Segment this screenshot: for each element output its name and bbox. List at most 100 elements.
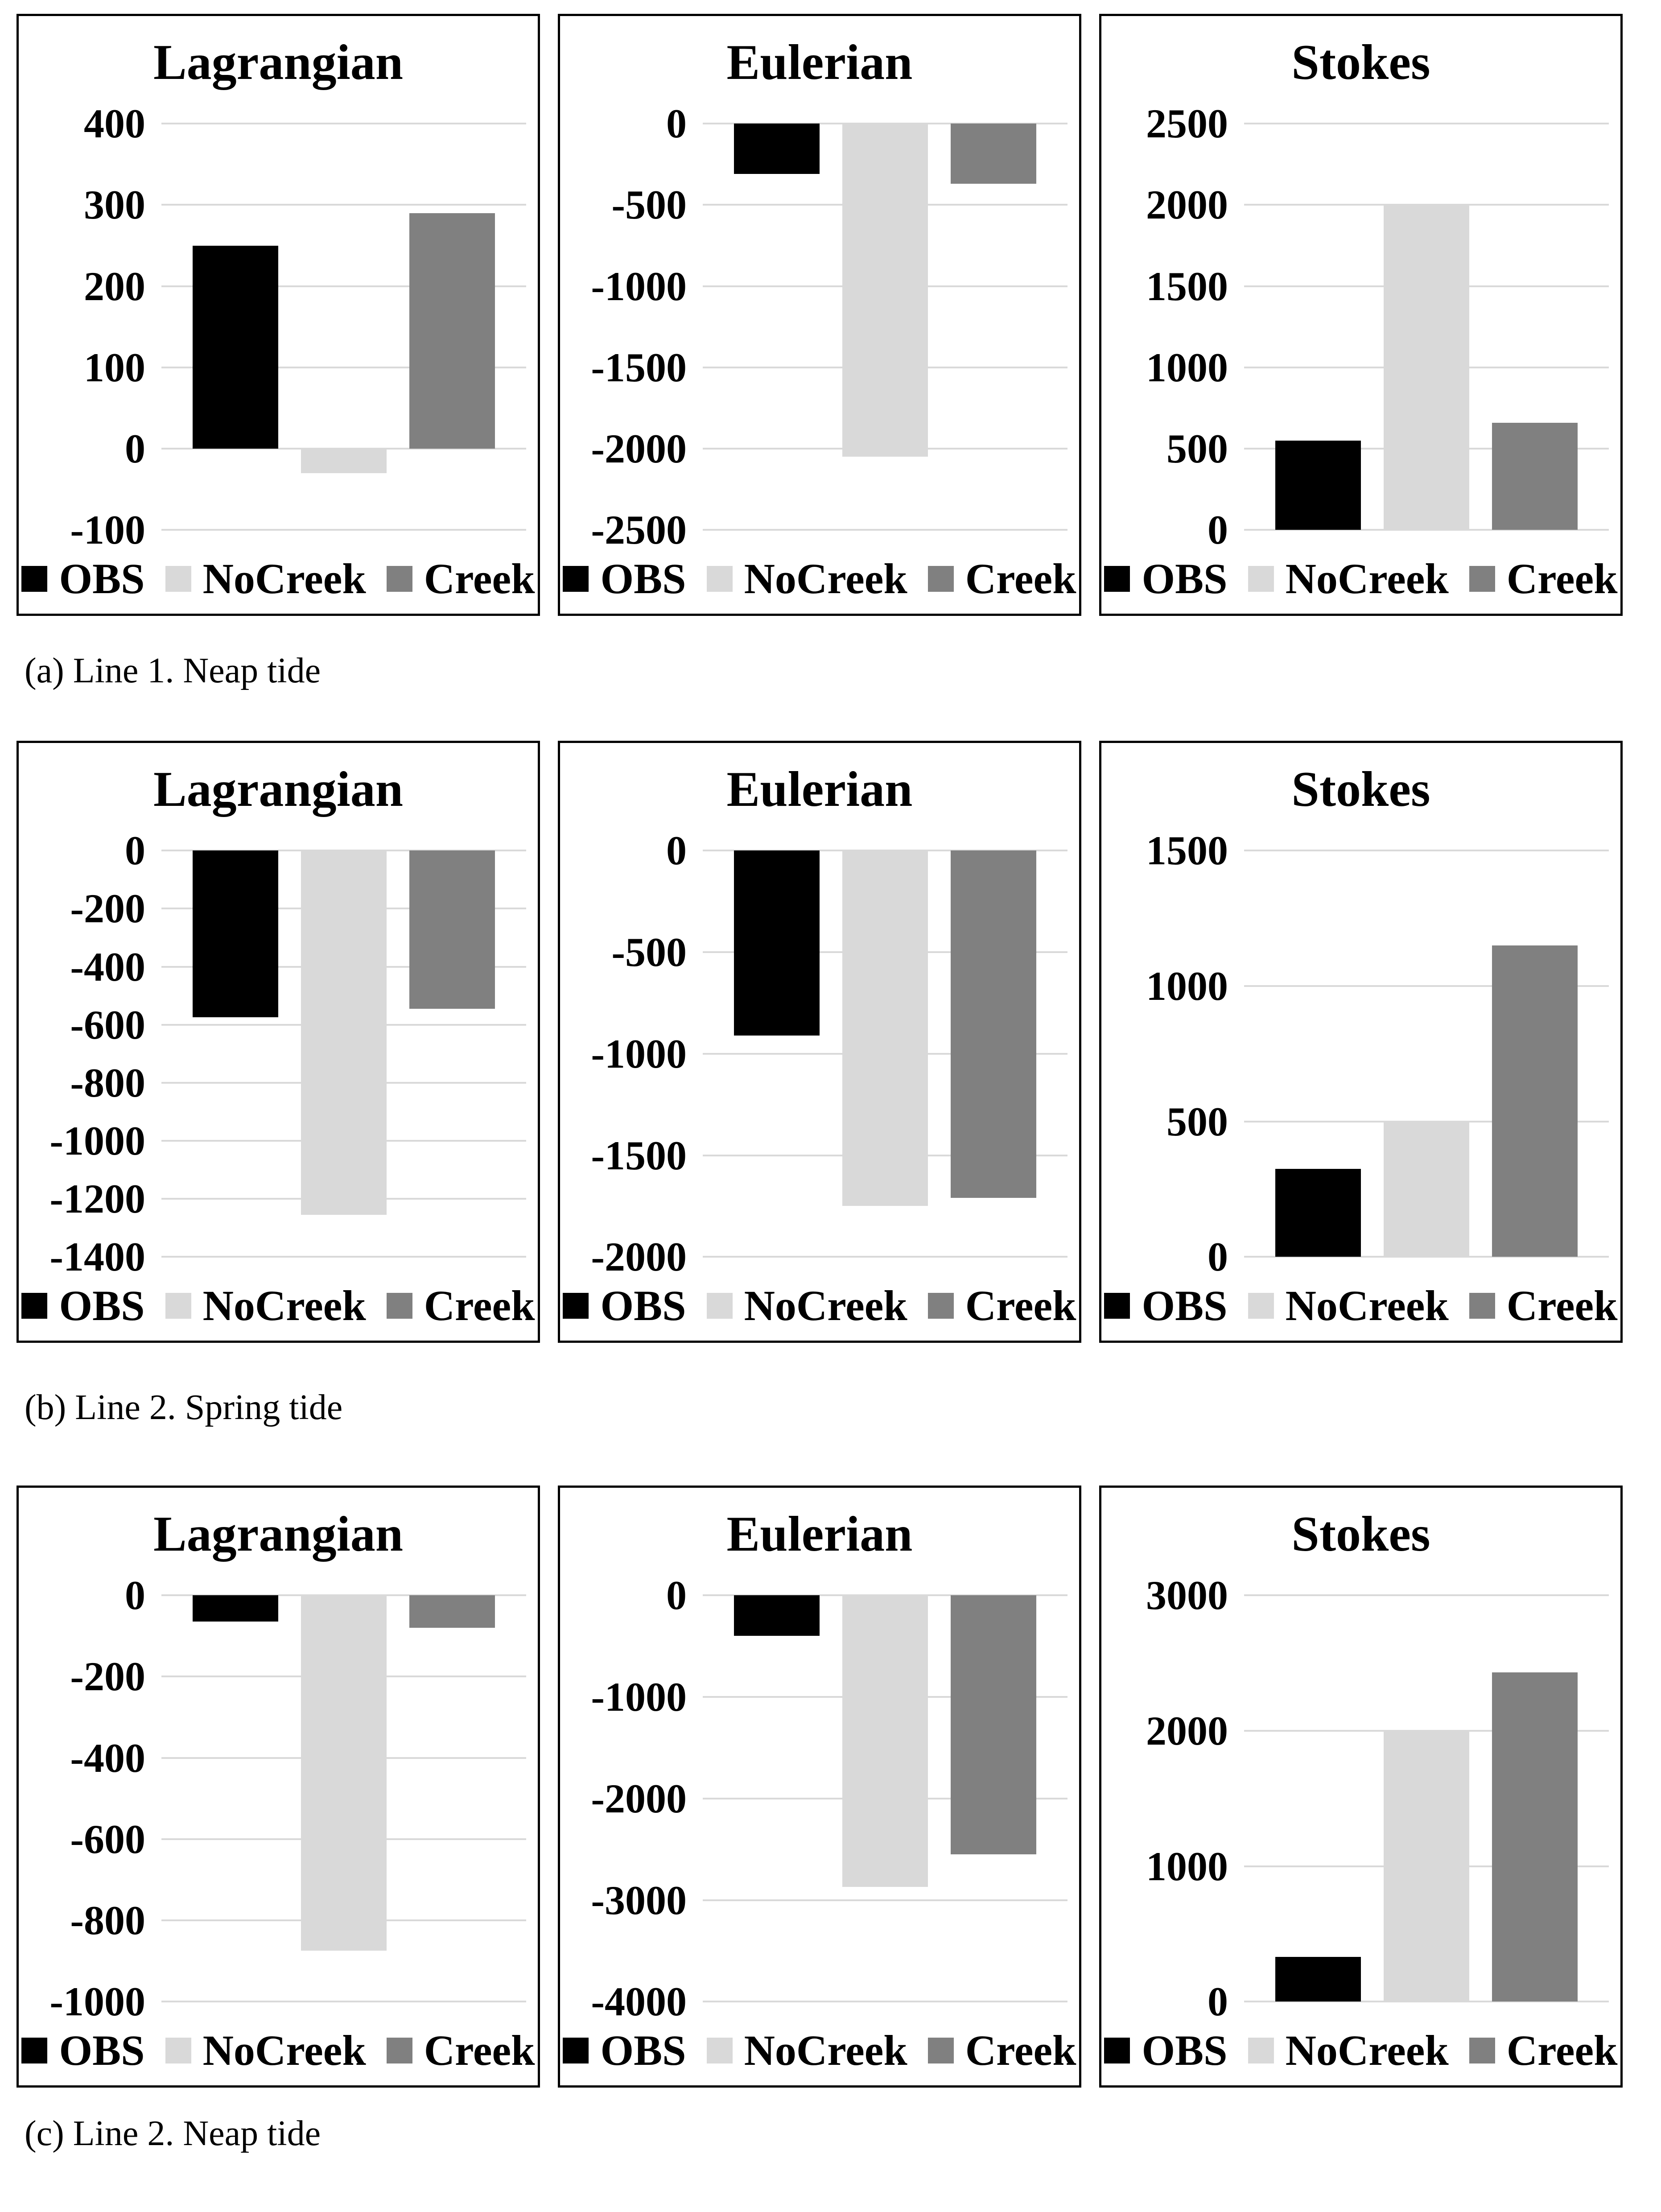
y-tick-label: -200 — [70, 886, 145, 932]
legend-item: Creek — [386, 1281, 535, 1330]
y-tick-label: -1400 — [49, 1234, 145, 1280]
bar-creek — [1492, 422, 1578, 530]
legend-swatch-nocreek — [165, 565, 191, 592]
legend-swatch-nocreek — [706, 565, 733, 592]
y-tick-label: 3000 — [1146, 1572, 1228, 1618]
bar-obs — [1275, 440, 1361, 530]
legend-item: NoCreek — [1248, 554, 1449, 603]
legend: OBS NoCreek Creek — [560, 554, 1079, 603]
y-tick-label: -2500 — [591, 507, 687, 553]
gridline — [161, 204, 526, 206]
legend-item: OBS — [1104, 554, 1228, 603]
y-tick-label: 0 — [666, 101, 687, 147]
legend: OBS NoCreek Creek — [560, 1281, 1079, 1330]
y-tick-label: -1200 — [49, 1176, 145, 1222]
legend-swatch-nocreek — [1248, 1292, 1274, 1319]
y-tick-label: 0 — [125, 426, 145, 472]
legend-swatch-creek — [1469, 1292, 1495, 1319]
gridline — [1244, 123, 1609, 125]
bar-creek — [409, 1595, 495, 1628]
y-tick-label: -600 — [70, 1816, 145, 1862]
legend-swatch-creek — [927, 1292, 954, 1319]
bar-nocreek — [842, 850, 928, 1206]
legend-swatch-obs — [563, 2037, 589, 2063]
y-tick-label: -1000 — [591, 263, 687, 309]
chart-title: Stokes — [1291, 1506, 1430, 1562]
legend-swatch-creek — [1469, 565, 1495, 592]
chart-a-stokes: Stokes 2500 2000 1500 1000 500 0 OBS NoCreek Cree… — [1099, 14, 1623, 616]
legend: OBS NoCreek Creek — [1101, 2026, 1620, 2075]
legend-label: Creek — [424, 555, 535, 603]
caption-text: (b) Line 2. Spring tide — [25, 1388, 343, 1427]
legend: OBS NoCreek Creek — [19, 554, 538, 603]
y-tick-label: 0 — [1208, 1979, 1228, 2025]
y-tick-label: 1500 — [1146, 828, 1228, 874]
y-tick-label: 1500 — [1146, 263, 1228, 309]
caption-text: (c) Line 2. Neap tide — [25, 2114, 321, 2153]
bar-creek — [409, 850, 495, 1009]
y-tick-label: 1000 — [1146, 344, 1228, 390]
caption-text: (a) Line 1. Neap tide — [25, 651, 321, 690]
legend-item: NoCreek — [165, 2026, 366, 2075]
legend-item: Creek — [927, 1281, 1076, 1330]
legend-swatch-nocreek — [1248, 2037, 1274, 2063]
bar-nocreek — [1383, 1730, 1470, 2002]
chart-title: Eulerian — [726, 762, 913, 817]
bar-creek — [409, 213, 495, 449]
bar-creek — [951, 1595, 1037, 1855]
legend-swatch-creek — [1469, 2037, 1495, 2063]
gridline — [161, 285, 526, 287]
legend-item: OBS — [21, 2026, 145, 2075]
legend-item: NoCreek — [165, 1281, 366, 1330]
chart-title: Eulerian — [726, 35, 913, 90]
y-tick-label: -1500 — [591, 344, 687, 390]
legend-item: OBS — [563, 554, 686, 603]
legend-item: Creek — [386, 2026, 535, 2075]
chart-title: Lagrangian — [153, 35, 404, 90]
legend: OBS NoCreek Creek — [560, 2026, 1079, 2075]
gridline — [1244, 1256, 1609, 1258]
legend-item: OBS — [1104, 2026, 1228, 2075]
legend-swatch-obs — [1104, 565, 1130, 592]
legend-swatch-nocreek — [165, 2037, 191, 2063]
figure-caption-b: (b) Line 2. Spring tide — [0, 1343, 1661, 1486]
y-tick-label: 0 — [125, 828, 145, 874]
legend-label: NoCreek — [202, 555, 366, 603]
y-tick-label: -1000 — [49, 1118, 145, 1164]
y-tick-label: -800 — [70, 1060, 145, 1106]
y-tick-label: -2000 — [591, 1234, 687, 1280]
gridline — [1244, 529, 1609, 531]
y-tick-label: 300 — [84, 182, 145, 228]
chart-row-c: Lagrangian 0 -200 -400 -600 -800 -1000 OBS NoCre… — [16, 1486, 1661, 2088]
legend-item: NoCreek — [706, 2026, 907, 2075]
y-tick-label: 2000 — [1146, 1708, 1228, 1754]
y-tick-label: 1000 — [1146, 963, 1228, 1009]
legend-item: OBS — [21, 1281, 145, 1330]
y-tick-label: -400 — [70, 944, 145, 990]
legend-label: OBS — [59, 2026, 145, 2074]
legend-label: NoCreek — [744, 2026, 907, 2074]
legend: OBS NoCreek Creek — [1101, 1281, 1620, 1330]
gridline — [161, 1256, 526, 1258]
legend-swatch-obs — [21, 2037, 48, 2063]
legend: OBS NoCreek Creek — [1101, 554, 1620, 603]
legend-swatch-nocreek — [165, 1292, 191, 1319]
y-tick-label: -2000 — [591, 426, 687, 472]
figure-caption-c: (c) Line 2. Neap tide — [0, 2088, 1661, 2212]
bar-creek — [951, 850, 1037, 1198]
bar-obs — [192, 850, 278, 1018]
legend-label: NoCreek — [1285, 1282, 1449, 1329]
legend-label: Creek — [965, 555, 1076, 603]
legend-label: OBS — [600, 555, 686, 603]
legend-swatch-obs — [1104, 2037, 1130, 2063]
legend-label: NoCreek — [744, 555, 907, 603]
legend-swatch-creek — [386, 1292, 412, 1319]
bar-obs — [734, 850, 820, 1036]
legend-item: NoCreek — [706, 1281, 907, 1330]
y-tick-label: -100 — [70, 507, 145, 553]
bar-nocreek — [301, 850, 387, 1215]
gridline — [703, 1256, 1067, 1258]
legend-label: Creek — [1506, 555, 1618, 603]
gridline — [161, 2001, 526, 2003]
bar-obs — [192, 1595, 278, 1622]
